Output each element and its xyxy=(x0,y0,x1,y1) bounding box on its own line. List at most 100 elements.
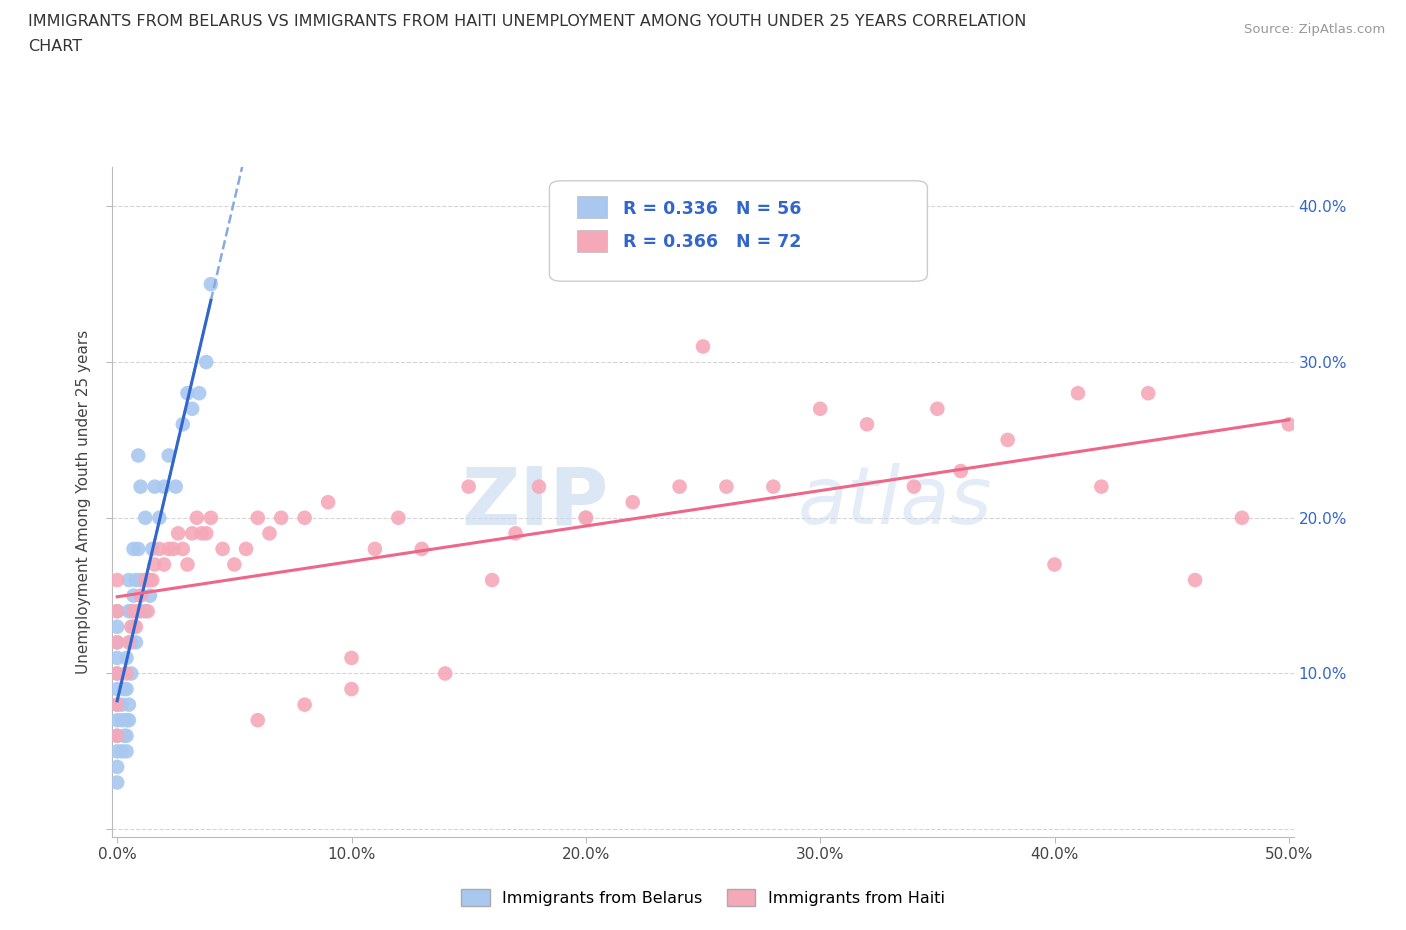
Point xyxy=(125,573,148,588)
Point xyxy=(105,760,128,775)
Point xyxy=(270,511,292,525)
Point xyxy=(111,744,134,759)
Point xyxy=(211,541,233,556)
Point xyxy=(139,588,162,603)
Point xyxy=(762,479,785,494)
Point xyxy=(167,525,190,540)
Text: ZIP: ZIP xyxy=(461,463,609,541)
Y-axis label: Unemployment Among Youth under 25 years: Unemployment Among Youth under 25 years xyxy=(76,330,91,674)
Point xyxy=(387,511,409,525)
Point xyxy=(120,619,142,634)
Point xyxy=(162,541,184,556)
Point xyxy=(115,650,138,665)
Point xyxy=(105,698,128,712)
Point xyxy=(134,604,156,618)
Point xyxy=(505,525,527,540)
Text: atlas: atlas xyxy=(797,463,993,541)
Point xyxy=(340,682,363,697)
Point xyxy=(118,573,141,588)
Point xyxy=(195,354,218,369)
Point xyxy=(141,573,163,588)
Point xyxy=(434,666,457,681)
Text: Source: ZipAtlas.com: Source: ZipAtlas.com xyxy=(1244,23,1385,36)
Point xyxy=(143,557,166,572)
Point xyxy=(153,479,176,494)
Point xyxy=(246,511,269,525)
Point xyxy=(195,525,218,540)
Point xyxy=(118,635,141,650)
Point xyxy=(716,479,738,494)
Point xyxy=(115,728,138,743)
Point xyxy=(186,511,208,525)
Point xyxy=(112,728,135,743)
Point xyxy=(927,402,949,417)
Point xyxy=(134,573,156,588)
Point xyxy=(1230,511,1253,525)
Point xyxy=(105,666,128,681)
Point xyxy=(111,698,134,712)
Point xyxy=(181,525,204,540)
Point xyxy=(172,541,194,556)
Point xyxy=(190,525,212,540)
Point xyxy=(125,619,148,634)
Point xyxy=(105,573,128,588)
Point xyxy=(1043,557,1066,572)
Legend: Immigrants from Belarus, Immigrants from Haiti: Immigrants from Belarus, Immigrants from… xyxy=(454,883,952,912)
Point xyxy=(118,712,141,727)
Point xyxy=(692,339,714,354)
Point xyxy=(200,511,222,525)
Point xyxy=(120,635,142,650)
Point xyxy=(143,479,166,494)
Point xyxy=(127,541,149,556)
Point xyxy=(411,541,433,556)
Point xyxy=(1184,573,1206,588)
Point xyxy=(105,619,128,634)
Point xyxy=(122,588,145,603)
Point xyxy=(856,417,879,432)
Point xyxy=(115,744,138,759)
Point xyxy=(148,541,170,556)
Point xyxy=(129,604,152,618)
Point xyxy=(165,479,187,494)
Point xyxy=(259,525,281,540)
Point xyxy=(115,666,138,681)
Text: R = 0.336   N = 56: R = 0.336 N = 56 xyxy=(623,200,801,218)
Point xyxy=(129,573,152,588)
Point xyxy=(105,728,128,743)
Point xyxy=(112,682,135,697)
Point xyxy=(127,448,149,463)
Point xyxy=(153,557,176,572)
Point xyxy=(668,479,690,494)
Point xyxy=(903,479,925,494)
Text: R = 0.366   N = 72: R = 0.366 N = 72 xyxy=(623,233,801,251)
Point xyxy=(134,511,156,525)
Point xyxy=(105,728,128,743)
Point xyxy=(235,541,257,556)
Point xyxy=(111,712,134,727)
Point xyxy=(105,682,128,697)
Point xyxy=(1067,386,1090,401)
Point xyxy=(621,495,644,510)
Point xyxy=(148,511,170,525)
Point xyxy=(129,479,152,494)
Point xyxy=(181,402,204,417)
Point xyxy=(176,386,198,401)
Point xyxy=(105,698,128,712)
Point xyxy=(127,604,149,618)
Point xyxy=(129,588,152,603)
Point xyxy=(105,604,128,618)
Point xyxy=(200,277,222,292)
FancyBboxPatch shape xyxy=(576,230,607,252)
Point xyxy=(141,541,163,556)
Point xyxy=(105,666,128,681)
Point xyxy=(105,775,128,790)
Text: CHART: CHART xyxy=(28,39,82,54)
Point xyxy=(157,448,180,463)
Point xyxy=(527,479,550,494)
Point xyxy=(294,511,316,525)
Text: IMMIGRANTS FROM BELARUS VS IMMIGRANTS FROM HAITI UNEMPLOYMENT AMONG YOUTH UNDER : IMMIGRANTS FROM BELARUS VS IMMIGRANTS FR… xyxy=(28,14,1026,29)
Point xyxy=(118,604,141,618)
Point xyxy=(115,682,138,697)
Point xyxy=(105,604,128,618)
Point xyxy=(1278,417,1301,432)
